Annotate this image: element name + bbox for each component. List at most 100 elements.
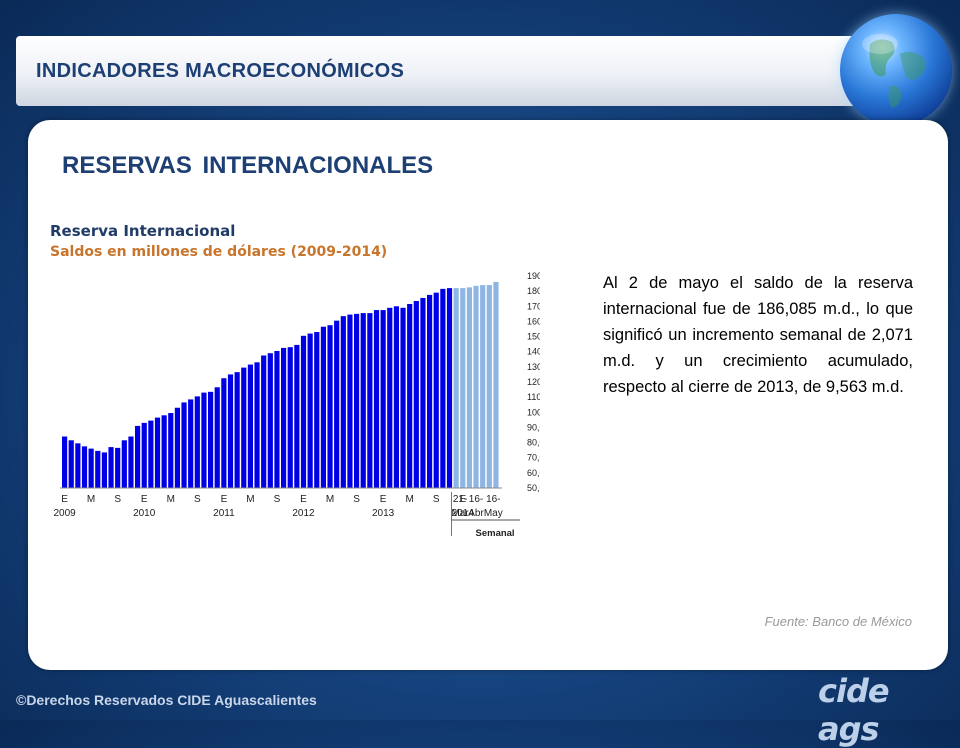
bar	[214, 387, 220, 488]
bar	[108, 447, 114, 488]
chart-subtitle: Saldos en millones de dólares (2009-2014…	[50, 244, 388, 260]
bar	[427, 294, 433, 488]
bar	[75, 443, 81, 488]
bar	[294, 344, 300, 488]
header-bar	[16, 36, 876, 106]
description-text: Al 2 de mayo el saldo de la reserva inte…	[603, 274, 913, 396]
bar	[314, 332, 320, 488]
x-tick-label: E	[459, 494, 466, 505]
bar	[174, 407, 180, 488]
bar	[267, 353, 273, 488]
bar	[227, 374, 234, 488]
y-tick-label: 130,000	[527, 362, 540, 372]
reserves-bar-chart: 190,000 180,000 170,000 160,000 150,000 140,0…	[53, 271, 540, 539]
y-tick-label: 160,000	[527, 316, 540, 326]
bar	[393, 306, 399, 488]
bar	[141, 422, 147, 488]
bar	[221, 378, 227, 488]
bar	[194, 396, 200, 488]
bar	[121, 440, 127, 488]
x-tick-sublabel: 2011	[213, 508, 235, 519]
y-tick-label: 90,000	[527, 422, 540, 432]
bar	[420, 297, 426, 488]
bar	[400, 307, 406, 488]
x-tick-label: M	[406, 494, 414, 505]
y-tick-label: 170,000	[527, 301, 540, 311]
y-tick-label: 190,000	[527, 271, 540, 281]
bar	[466, 287, 472, 488]
x-tick-label: E	[221, 494, 228, 505]
bar	[460, 288, 466, 488]
bar	[334, 320, 340, 488]
x-tick-sublabel: Abr	[468, 508, 484, 519]
bar	[360, 313, 366, 488]
bar	[161, 415, 167, 488]
bar	[101, 452, 107, 488]
y-tick-label: 110,000	[527, 392, 540, 402]
bar	[128, 436, 134, 488]
bar	[254, 362, 260, 488]
bar	[413, 300, 419, 488]
x-tick-label: E	[61, 494, 68, 505]
x-tick-label: 21-	[453, 494, 467, 505]
logo-text: cide ags	[818, 672, 890, 748]
bar	[287, 347, 293, 488]
chart-title: Reserva Internacional	[50, 222, 236, 240]
x-tick-sublabel: 2010	[133, 508, 156, 519]
bar	[380, 310, 386, 488]
weekly-label: Semanal	[476, 528, 515, 539]
x-tick-sublabel: 2013	[372, 508, 395, 519]
bar	[453, 288, 459, 488]
x-tick-label: M	[167, 494, 175, 505]
bar	[181, 402, 187, 488]
bar	[300, 335, 307, 488]
bar	[281, 347, 287, 488]
bar	[154, 417, 161, 488]
x-tick-label: M	[246, 494, 254, 505]
bar	[340, 316, 346, 488]
bar	[88, 448, 94, 488]
bar	[188, 399, 194, 488]
y-tick-label: 180,000	[527, 286, 540, 296]
x-tick-label: E	[300, 494, 307, 505]
bar	[68, 440, 74, 488]
x-tick-label: E	[141, 494, 148, 505]
bar	[307, 333, 313, 488]
bar	[486, 285, 492, 488]
y-tick-label: 100,000	[527, 407, 540, 417]
bar	[115, 447, 121, 488]
bar	[95, 450, 101, 488]
x-tick-label: S	[433, 494, 440, 505]
x-tick-sublabel: 2012	[292, 508, 315, 519]
bar	[234, 372, 240, 488]
x-tick-sublabel: 2014	[452, 508, 475, 519]
bar	[261, 355, 267, 488]
bar	[493, 281, 499, 488]
bar	[208, 391, 214, 488]
footer-copyright: ©Derechos Reservados CIDE Aguascalientes	[16, 692, 317, 708]
y-tick-label: 80,000	[527, 438, 540, 448]
bar	[473, 285, 479, 488]
x-tick-sublabel: May	[484, 508, 503, 519]
y-tick-label: 120,000	[527, 377, 540, 387]
x-tick-label: E	[380, 494, 387, 505]
y-tick-label: 70,000	[527, 453, 540, 463]
x-tick-sublabel: 2009	[53, 508, 76, 519]
x-tick-sublabel: Mar	[451, 508, 469, 519]
bar	[62, 436, 68, 488]
x-tick-label: S	[194, 494, 201, 505]
bar	[320, 326, 326, 488]
globe-icon	[840, 14, 952, 126]
y-tick-label: 60,000	[527, 468, 540, 478]
bar	[81, 446, 88, 488]
bar	[241, 367, 247, 488]
bar	[446, 288, 453, 488]
section-title: RESERVAS INTERNACIONALES	[62, 152, 434, 179]
bar	[480, 285, 486, 488]
y-tick-label: 140,000	[527, 347, 540, 357]
x-tick-label: M	[87, 494, 95, 505]
x-tick-label: S	[114, 494, 121, 505]
bar	[347, 314, 353, 488]
bar	[135, 425, 141, 488]
x-tick-label: M	[326, 494, 334, 505]
